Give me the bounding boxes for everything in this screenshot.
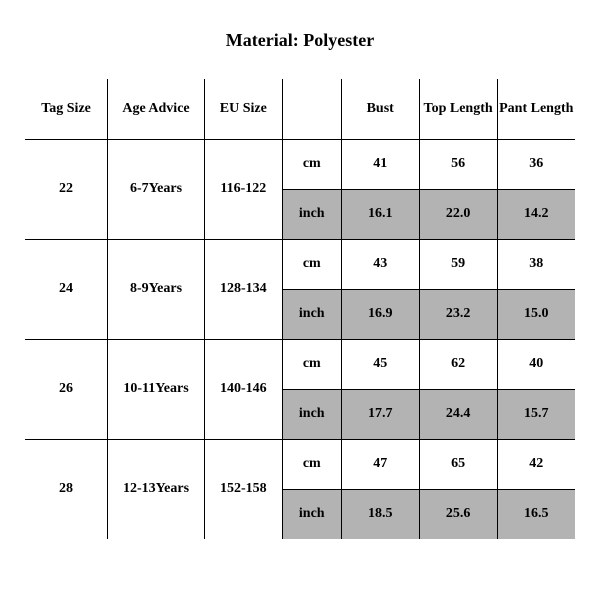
table-row: 22 6-7Years 116-122 cm 41 56 36 [25, 139, 575, 189]
th-pant: Pant Length [497, 79, 575, 139]
table-row: 24 8-9Years 128-134 cm 43 59 38 [25, 239, 575, 289]
cell-age: 8-9Years [108, 239, 205, 339]
cell-unit-inch: inch [282, 389, 341, 439]
cell-age: 12-13Years [108, 439, 205, 539]
cell-bust: 43 [341, 239, 419, 289]
cell-bust: 47 [341, 439, 419, 489]
cell-age: 10-11Years [108, 339, 205, 439]
table-row: 28 12-13Years 152-158 cm 47 65 42 [25, 439, 575, 489]
cell-unit-inch: inch [282, 489, 341, 539]
cell-pant: 38 [497, 239, 575, 289]
cell-pant: 14.2 [497, 189, 575, 239]
cell-top: 56 [419, 139, 497, 189]
cell-unit-inch: inch [282, 289, 341, 339]
cell-unit-inch: inch [282, 189, 341, 239]
th-top: Top Length [419, 79, 497, 139]
cell-pant: 36 [497, 139, 575, 189]
cell-bust: 45 [341, 339, 419, 389]
cell-eu: 140-146 [204, 339, 282, 439]
cell-top: 59 [419, 239, 497, 289]
th-tagsize: Tag Size [25, 79, 108, 139]
cell-eu: 116-122 [204, 139, 282, 239]
cell-top: 25.6 [419, 489, 497, 539]
cell-bust: 18.5 [341, 489, 419, 539]
cell-pant: 42 [497, 439, 575, 489]
cell-pant: 16.5 [497, 489, 575, 539]
size-table: Tag Size Age Advice EU Size Bust Top Len… [25, 79, 575, 539]
cell-top: 24.4 [419, 389, 497, 439]
cell-bust: 16.9 [341, 289, 419, 339]
cell-unit-cm: cm [282, 439, 341, 489]
table-row: 26 10-11Years 140-146 cm 45 62 40 [25, 339, 575, 389]
cell-tagsize: 26 [25, 339, 108, 439]
cell-top: 23.2 [419, 289, 497, 339]
cell-pant: 40 [497, 339, 575, 389]
page-title: Material: Polyester [25, 30, 575, 51]
cell-age: 6-7Years [108, 139, 205, 239]
cell-bust: 41 [341, 139, 419, 189]
cell-bust: 17.7 [341, 389, 419, 439]
cell-unit-cm: cm [282, 339, 341, 389]
th-eu: EU Size [204, 79, 282, 139]
table-header-row: Tag Size Age Advice EU Size Bust Top Len… [25, 79, 575, 139]
th-blank [282, 79, 341, 139]
cell-unit-cm: cm [282, 139, 341, 189]
th-bust: Bust [341, 79, 419, 139]
cell-top: 65 [419, 439, 497, 489]
cell-tagsize: 28 [25, 439, 108, 539]
cell-eu: 152-158 [204, 439, 282, 539]
cell-top: 22.0 [419, 189, 497, 239]
cell-top: 62 [419, 339, 497, 389]
cell-pant: 15.7 [497, 389, 575, 439]
cell-unit-cm: cm [282, 239, 341, 289]
cell-tagsize: 22 [25, 139, 108, 239]
cell-pant: 15.0 [497, 289, 575, 339]
cell-bust: 16.1 [341, 189, 419, 239]
th-age: Age Advice [108, 79, 205, 139]
cell-eu: 128-134 [204, 239, 282, 339]
cell-tagsize: 24 [25, 239, 108, 339]
page: Material: Polyester Tag Size Age Advice … [0, 0, 600, 600]
